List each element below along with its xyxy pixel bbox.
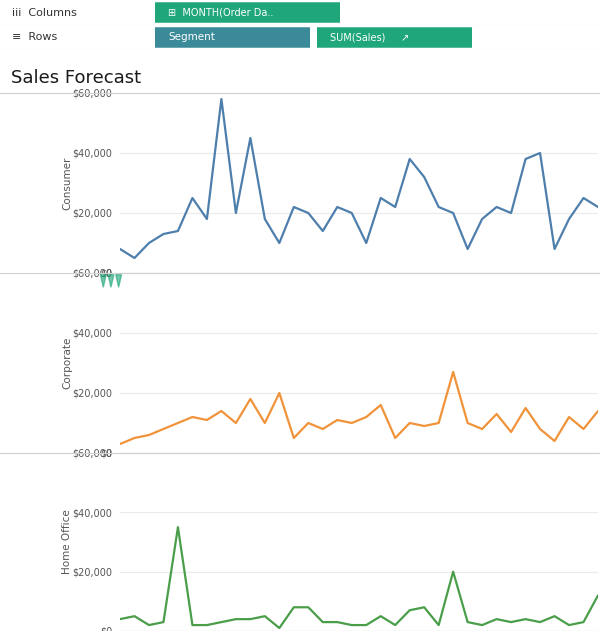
- Polygon shape: [108, 274, 114, 287]
- FancyBboxPatch shape: [155, 3, 340, 23]
- FancyBboxPatch shape: [155, 27, 310, 48]
- Text: Home Office: Home Office: [62, 510, 73, 574]
- Text: iii  Columns: iii Columns: [12, 8, 77, 18]
- Text: Sales Forecast: Sales Forecast: [11, 69, 141, 86]
- Text: Corporate: Corporate: [62, 337, 73, 389]
- Polygon shape: [100, 274, 106, 287]
- Text: SUM(Sales)     ↗: SUM(Sales) ↗: [330, 33, 409, 42]
- Text: ⊞  MONTH(Order Da..: ⊞ MONTH(Order Da..: [168, 8, 274, 18]
- Text: Consumer: Consumer: [62, 156, 73, 209]
- FancyBboxPatch shape: [317, 27, 472, 48]
- Text: Segment: Segment: [168, 33, 215, 42]
- Polygon shape: [116, 274, 122, 287]
- Text: ≡  Rows: ≡ Rows: [12, 33, 57, 42]
